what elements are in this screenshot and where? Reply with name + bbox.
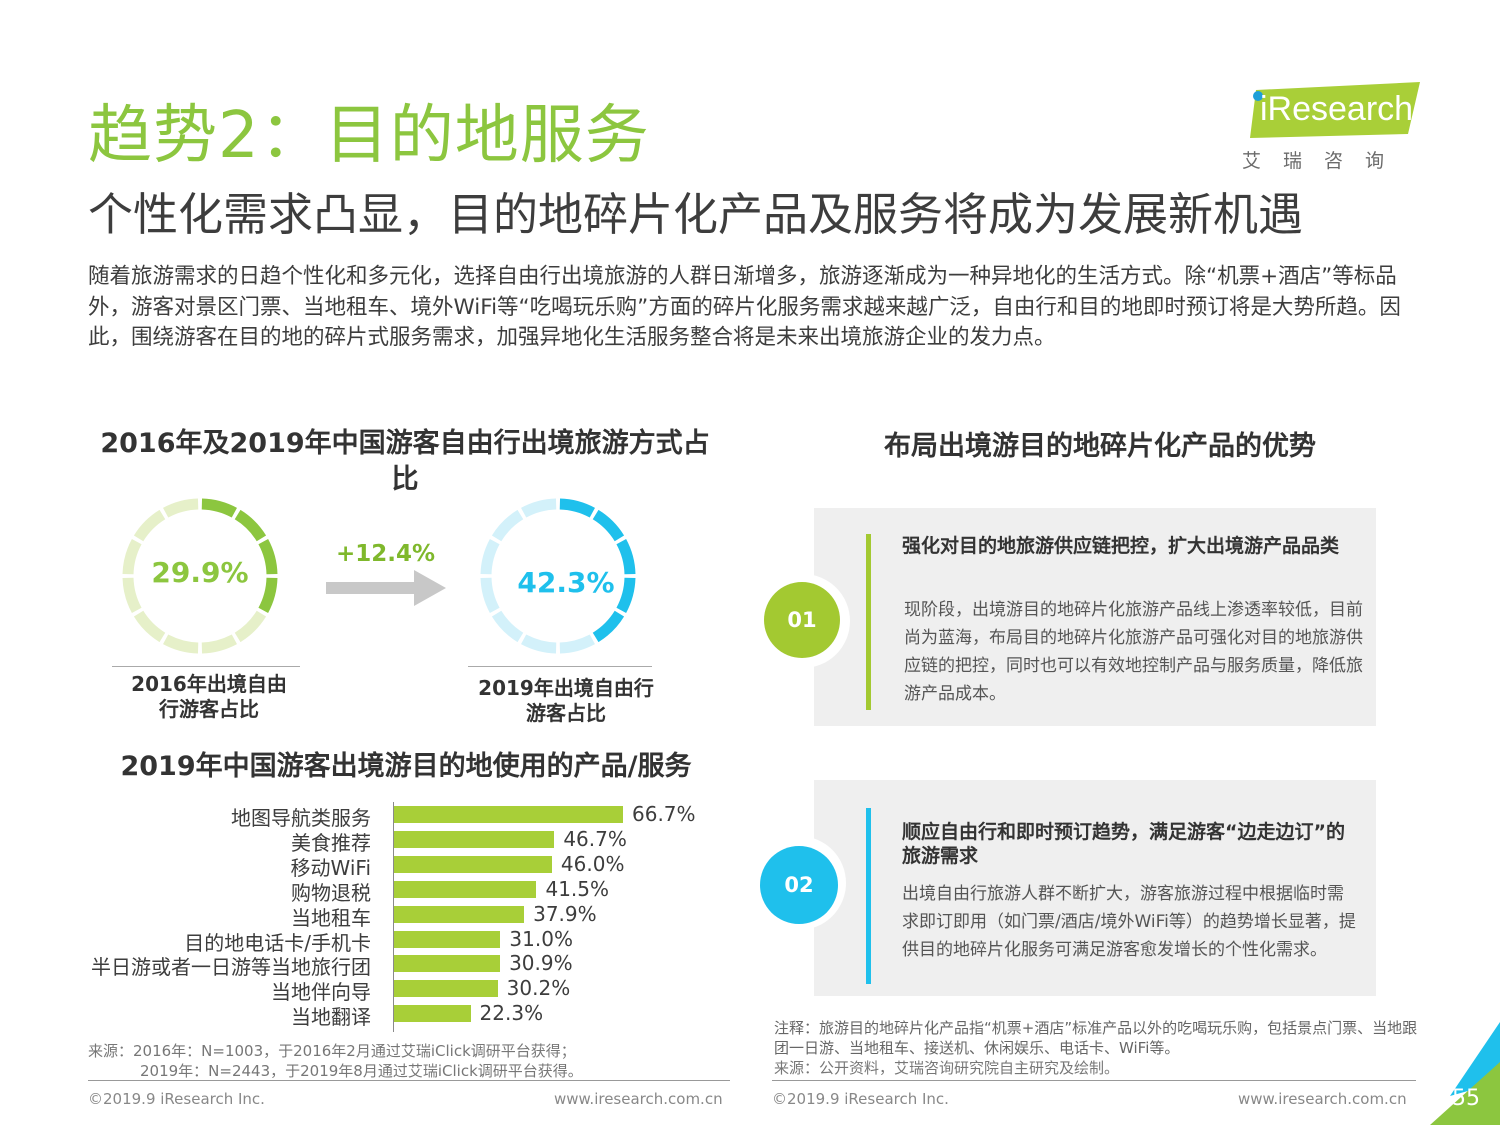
bar-chart-axis <box>393 802 394 1033</box>
card-1-accent-bar <box>866 534 871 710</box>
footer-copyright-left: ©2019.9 iResearch Inc. <box>88 1090 265 1108</box>
advantage-card-1 <box>814 508 1376 726</box>
donut-2019-empty-segment <box>491 509 524 542</box>
bar-category-label: 地图导航类服务 <box>231 806 371 830</box>
right-arrow-icon <box>326 570 446 606</box>
donut-2019-filled-segment <box>592 509 625 542</box>
page-title: 趋势2：目的地服务 <box>88 99 650 173</box>
corner-decoration <box>1430 1022 1500 1125</box>
bar-category-label: 目的地电话卡/手机卡 <box>184 930 371 955</box>
bar-category-label: 半日游或者一日游等当地旅行团 <box>91 955 371 980</box>
donut-2016-empty-segment <box>201 634 237 654</box>
iresearch-logo: iResearch <box>1248 82 1428 164</box>
donut-chart-2016 <box>122 498 278 654</box>
donut-2019-empty-segment <box>521 634 557 654</box>
right-note: 注释：旅游目的地碎片化产品指“机票+酒店”标准产品以外的吃喝玩乐购，包括景点门票… <box>774 1019 1418 1057</box>
card-2-body: 出境自由行旅游人群不断扩大，游客旅游过程中根据临时需求即订即用（如门票/酒店/境… <box>902 884 1356 960</box>
bar-category-label: 移动WiFi <box>290 855 372 880</box>
advantages-heading: 布局出境游目的地碎片化产品的优势 <box>884 431 1316 462</box>
intro-paragraph: 随着旅游需求的日趋个性化和多元化，选择自由行出境旅游的人群日渐增多，旅游逐渐成为… <box>88 264 1401 350</box>
footer-divider-left <box>88 1080 730 1081</box>
donut-2016-filled-segment <box>258 539 278 575</box>
donut-2019-filled-segment <box>592 610 625 643</box>
bar-value-label: 37.9% <box>533 901 597 926</box>
card-2-accent-bar <box>866 808 871 984</box>
donut-section-heading: 2016年及2019年中国游客自由行出境旅游方式占比 <box>100 428 710 495</box>
bar-value-label: 30.9% <box>509 951 573 976</box>
card-2-title: 顺应自由行和即时预订趋势，满足游客“边走边订”的旅游需求 <box>902 821 1345 867</box>
growth-label: +12.4% <box>336 541 436 567</box>
footer-url-right: www.iresearch.com.cn <box>1238 1090 1407 1108</box>
bar-category-label: 购物退税 <box>291 880 371 905</box>
donut-2016-empty-segment <box>122 539 142 575</box>
donut-2016-filled-segment <box>258 577 278 613</box>
right-source: 来源：公开资料，艾瑞咨询研究院自主研究及绘制。 <box>774 1059 1120 1077</box>
source-line-1: 来源：2016年：N=1003，于2016年2月通过艾瑞iClick调研平台获得… <box>88 1042 576 1060</box>
bar-value-label: 46.7% <box>563 826 627 851</box>
source-line-2: 2019年：N=2443，于2019年8月通过艾瑞iClick调研平台获得。 <box>140 1062 583 1080</box>
donut-2019-filled-segment <box>616 539 636 575</box>
footer-divider-right <box>772 1080 1416 1081</box>
logo-text: iResearch <box>1260 90 1414 128</box>
bar <box>394 880 537 898</box>
donut-2019-filled-segment <box>616 577 636 613</box>
donut-2019-empty-segment <box>559 634 595 654</box>
donut-2019-empty-segment <box>480 539 500 575</box>
donut-2016-empty-segment <box>234 610 267 643</box>
bar-value-label: 66.7% <box>632 802 696 826</box>
donut-2016-filled-segment <box>234 509 267 542</box>
bar-value-label: 30.2% <box>506 976 571 1001</box>
bar-category-label: 美食推荐 <box>291 830 371 855</box>
logo-graphic <box>1250 82 1420 138</box>
page-number: 55 <box>1452 1086 1480 1111</box>
advantage-card-2 <box>814 780 1376 996</box>
donut-2016-empty-segment <box>122 577 142 613</box>
card-1-title: 强化对目的地旅游供应链把控，扩大出境游产品品类 <box>902 535 1340 557</box>
footer-copyright-right: ©2019.9 iResearch Inc. <box>772 1090 949 1108</box>
donut-2019-filled-segment <box>559 498 595 518</box>
bar <box>394 830 555 848</box>
bar <box>394 806 623 823</box>
donut-2019-empty-segment <box>521 498 557 518</box>
divider <box>468 666 652 667</box>
donut-2019-empty-segment <box>480 577 500 613</box>
bar-value-label: 46.0% <box>560 851 625 876</box>
bar-category-label: 当地翻译 <box>291 1005 371 1030</box>
donut-2016-empty-segment <box>133 509 166 542</box>
donut-2016-label: 2016年出境自由行游客占比 <box>131 672 287 721</box>
bar-value-label: 22.3% <box>479 1001 544 1026</box>
bar <box>394 980 498 998</box>
card-2-number-badge: 02 <box>760 846 838 924</box>
bar <box>394 905 525 923</box>
donut-2019-label: 2019年出境自由行游客占比 <box>478 676 654 725</box>
footer-url-left: www.iresearch.com.cn <box>554 1090 723 1108</box>
page-subtitle: 个性化需求凸显，目的地碎片化产品及服务将成为发展新机遇 <box>88 188 1304 241</box>
donut-2016-empty-segment <box>163 498 199 518</box>
bar-chart-heading: 2019年中国游客出境游目的地使用的产品/服务 <box>120 751 692 782</box>
logo-subtext: 艾瑞咨询 <box>1242 150 1407 172</box>
donut-chart-2019 <box>480 498 636 654</box>
donut-2016-filled-segment <box>201 498 237 518</box>
bar-value-label: 31.0% <box>509 926 573 951</box>
bar-value-label: 41.5% <box>545 876 610 901</box>
card-1-number-badge: 01 <box>764 582 840 658</box>
donut-2019-empty-segment <box>491 610 524 643</box>
donut-2016-value: 29.9% <box>151 556 249 589</box>
divider <box>112 666 300 667</box>
bar-category-label: 当地伴向导 <box>271 980 371 1005</box>
bar <box>394 930 501 948</box>
donut-2019-value: 42.3% <box>517 566 615 599</box>
donut-2016-empty-segment <box>163 634 199 654</box>
donut-2016-empty-segment <box>133 610 166 643</box>
bar <box>394 955 501 973</box>
bar-category-label: 当地租车 <box>291 905 371 930</box>
bar <box>394 1005 471 1023</box>
bar <box>394 855 552 873</box>
card-1-body: 现阶段，出境游目的地碎片化旅游产品线上渗透率较低，目前尚为蓝海，布局目的地碎片化… <box>904 600 1363 704</box>
